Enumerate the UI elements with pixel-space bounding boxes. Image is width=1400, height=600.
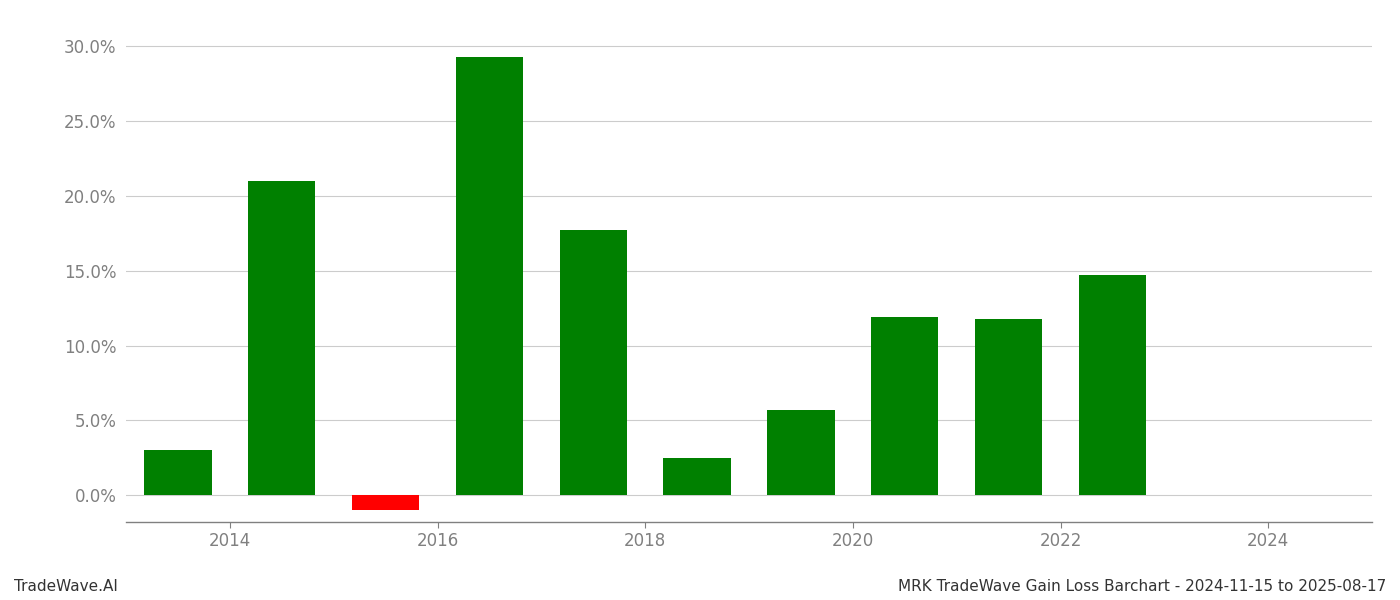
Text: TradeWave.AI: TradeWave.AI [14, 579, 118, 594]
Bar [455, 57, 524, 495]
Bar [871, 317, 938, 495]
Bar [974, 319, 1043, 495]
Bar [144, 450, 211, 495]
Bar [664, 458, 731, 495]
Bar [767, 410, 834, 495]
Bar [1078, 275, 1147, 495]
Bar [248, 181, 315, 495]
Text: MRK TradeWave Gain Loss Barchart - 2024-11-15 to 2025-08-17: MRK TradeWave Gain Loss Barchart - 2024-… [897, 579, 1386, 594]
Bar [560, 230, 627, 495]
Bar [351, 495, 420, 510]
